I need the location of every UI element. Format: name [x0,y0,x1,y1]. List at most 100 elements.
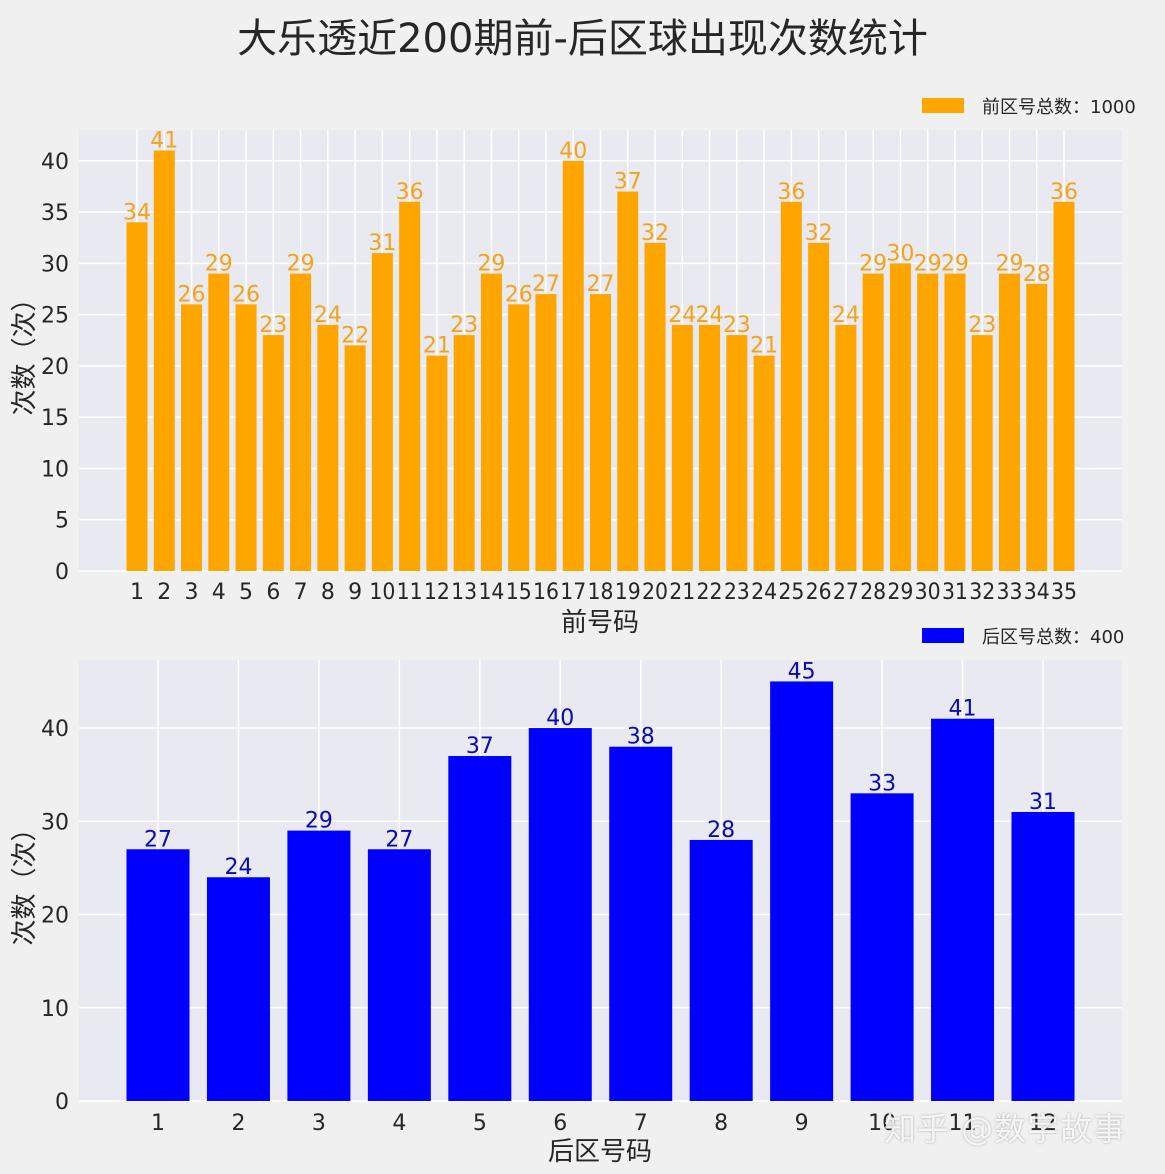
bar-value-label: 29 [914,252,942,277]
bar [617,191,639,571]
bar [371,253,393,571]
bar [562,160,584,571]
x-tick-label: 29 [887,580,913,605]
bar-value-label: 27 [532,272,560,297]
bar [344,345,366,571]
y-tick-label: 40 [41,717,69,742]
x-tick-label: 11 [949,1111,977,1136]
bar-value-label: 26 [505,282,533,307]
bar [808,242,830,571]
x-tick-label: 26 [806,580,832,605]
bar [998,273,1020,571]
x-tick-label: 6 [266,580,280,605]
y-tick-label: 30 [41,252,69,277]
bar-value-label: 24 [668,303,696,328]
bar [699,324,721,571]
bar [262,335,284,571]
x-tick-label: 22 [697,580,723,605]
y-axis-label: 次数（次） [10,285,40,415]
bar-value-label: 21 [750,334,778,359]
bar [153,150,175,571]
bar [480,273,502,571]
bar-value-label: 26 [232,282,260,307]
y-tick-label: 35 [41,201,69,226]
bar [367,849,431,1101]
x-tick-label: 7 [294,580,308,605]
x-axis-ticks: 1 2 3 4 5 6 7 8 9 10 11 12 [151,1111,1057,1136]
bar-value-label: 37 [614,170,642,195]
bar-value-label: 27 [385,827,413,852]
bar-value-label: 23 [259,313,287,338]
bar [317,324,339,571]
bar [206,877,270,1101]
y-tick-label: 25 [41,304,69,329]
bar-value-label: 24 [314,303,342,328]
bar-value-label: 41 [949,697,977,722]
bar-value-label: 29 [859,252,887,277]
bar-value-label: 21 [423,334,451,359]
bar [535,294,557,571]
x-tick-label: 32 [969,580,995,605]
bar [780,201,802,571]
bar-value-label: 28 [1023,262,1051,287]
bar-value-label: 23 [450,313,478,338]
bar-value-label: 23 [968,313,996,338]
bar-value-label: 33 [868,771,896,796]
bar-value-label: 24 [224,855,252,880]
y-axis-ticks: 0 5 10 15 20 25 30 35 40 [41,150,69,585]
x-axis-label: 前号码 [561,608,639,638]
bar-value-label: 40 [559,139,587,164]
bar [931,718,995,1101]
x-tick-label: 12 [424,580,450,605]
x-tick-label: 11 [397,580,423,605]
x-tick-label: 14 [478,580,504,605]
bar [290,273,312,571]
x-tick-label: 2 [231,1111,245,1136]
x-tick-label: 34 [1024,580,1050,605]
bar [181,304,203,571]
bar-value-label: 26 [178,282,206,307]
x-tick-label: 19 [615,580,641,605]
x-tick-label: 23 [724,580,750,605]
bar-value-label: 29 [477,252,505,277]
chart-title: 大乐透近200期前-后区球出现次数统计 [237,16,928,62]
bar [590,294,611,571]
bar-value-label: 34 [123,200,151,225]
bar [453,335,475,571]
x-tick-label: 9 [348,580,362,605]
y-tick-label: 10 [41,997,69,1022]
legend-label: 后区号总数：400 [982,627,1124,648]
x-tick-label: 10 [369,580,395,605]
x-tick-label: 28 [860,580,886,605]
bar-value-label: 37 [466,734,494,759]
bar [917,273,939,571]
x-tick-label: 5 [473,1111,487,1136]
bar [850,793,914,1101]
x-tick-label: 24 [751,580,777,605]
watermark: 知乎 @数字故事 [884,1110,1127,1148]
bar [835,324,857,571]
x-tick-label: 8 [321,580,335,605]
x-tick-label: 15 [506,580,532,605]
bar-value-label: 32 [641,221,669,246]
bar [1026,283,1048,571]
bar [753,355,775,571]
bar [235,304,257,571]
x-tick-label: 3 [185,580,199,605]
x-tick-label: 20 [642,580,668,605]
x-tick-label: 3 [312,1111,326,1136]
bar [671,324,693,571]
x-tick-label: 4 [212,580,226,605]
bar-value-label: 29 [305,809,333,834]
x-tick-label: 30 [915,580,941,605]
bar-value-label: 38 [627,725,655,750]
x-tick-label: 21 [669,580,695,605]
bar-value-label: 27 [144,827,172,852]
bar-value-label: 29 [287,252,315,277]
x-tick-label: 8 [714,1111,728,1136]
bar-value-label: 36 [1050,180,1078,205]
bar-value-label: 40 [546,706,574,731]
bar-value-label: 29 [941,252,969,277]
bar [609,746,673,1101]
x-tick-label: 31 [942,580,968,605]
